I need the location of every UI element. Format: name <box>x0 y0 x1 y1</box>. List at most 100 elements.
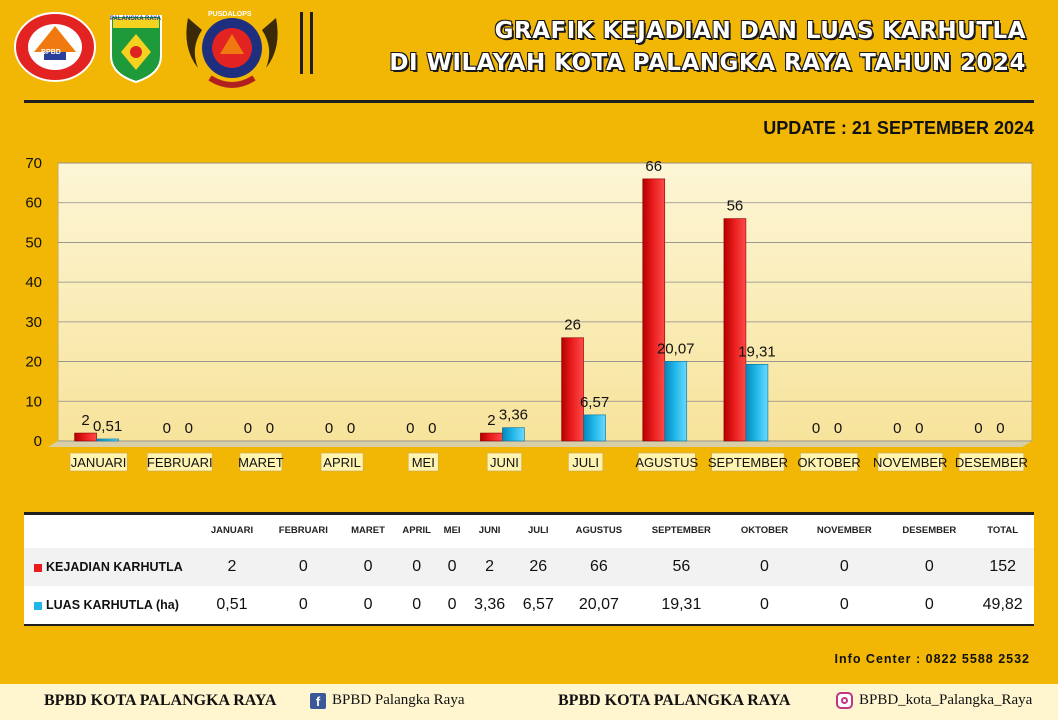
x-tick-box <box>147 452 213 472</box>
data-label-luas: 0 <box>834 420 842 437</box>
x-tick-box <box>407 452 439 472</box>
table-header-cell: NOVEMBER <box>816 524 872 536</box>
table-cell: 20,07 <box>562 586 636 624</box>
instagram-handle: BPBD_kota_Palangka_Raya <box>859 692 1033 708</box>
pusdalops-logo-label: PUSDALOPS <box>208 11 252 18</box>
instagram-icon <box>836 692 853 710</box>
table-row-label: KEJADIAN KARHUTLA <box>46 560 183 574</box>
table-row-label: LUAS KARHUTLA (ha) <box>46 598 179 612</box>
data-label-luas: 0 <box>266 420 274 437</box>
table-cell-total: 49,82 <box>971 586 1034 624</box>
info-center: Info Center : 0822 5588 2532 <box>834 652 1030 666</box>
plot-floor <box>48 441 1032 447</box>
table-cell: 0 <box>727 548 802 586</box>
table-header-cell: JUNI <box>478 524 501 536</box>
data-label-kejadian: 0 <box>812 420 820 437</box>
table-cell: 0 <box>264 586 342 624</box>
x-tick-box <box>69 452 128 472</box>
data-label-kejadian: 0 <box>974 420 982 437</box>
bpbd-logo <box>14 12 96 82</box>
y-tick-label: 30 <box>25 314 42 331</box>
x-tick-box <box>320 452 364 472</box>
bar-luas <box>502 427 525 442</box>
bar-kejadian <box>74 432 97 442</box>
table-cell: 0 <box>887 586 972 624</box>
x-tick-label: JUNI <box>490 455 519 470</box>
table-cell: 56 <box>635 548 728 586</box>
plot-area <box>57 162 1033 442</box>
table-cell: 26 <box>513 548 563 586</box>
data-label-luas: 0,51 <box>93 418 122 435</box>
table-cell-total: 152 <box>971 548 1034 586</box>
x-tick-label: JULI <box>572 455 599 470</box>
table-cell: 0 <box>801 548 888 586</box>
data-label-luas: 6,57 <box>580 394 609 411</box>
table-header-cell: TOTAL <box>987 524 1019 536</box>
table-cell: 0 <box>887 548 972 586</box>
table-row-kejadian: KEJADIAN KARHUTLA 2 0 0 0 0 2 26 66 56 0… <box>24 548 1034 586</box>
table-cell: 0,51 <box>199 586 265 624</box>
data-label-luas: 0 <box>347 420 355 437</box>
data-label-luas: 0 <box>915 420 923 437</box>
data-label-kejadian: 0 <box>244 420 252 437</box>
table-cell: 0 <box>341 586 395 624</box>
table-header-cell: AGUSTUS <box>575 524 623 536</box>
x-tick-box <box>711 452 785 472</box>
palangka-raya-logo-label: PALANGKA RAYA <box>110 16 161 22</box>
y-tick-label: 70 <box>25 155 42 172</box>
bar-kejadian <box>480 432 503 442</box>
data-label-kejadian: 0 <box>406 420 414 437</box>
y-tick-label: 40 <box>25 274 42 291</box>
table-cell: 0 <box>394 586 439 624</box>
bar-luas <box>583 414 606 442</box>
data-label-luas: 3,36 <box>499 407 528 424</box>
update-date: UPDATE : 21 SEPTEMBER 2024 <box>763 118 1034 138</box>
x-tick-label: MARET <box>238 455 284 470</box>
data-label-luas: 0 <box>185 420 193 437</box>
data-label-kejadian: 0 <box>163 420 171 437</box>
bar-luas <box>96 438 119 442</box>
palangka-raya-logo <box>110 15 162 84</box>
bar-kejadian <box>642 178 666 442</box>
x-tick-box <box>568 452 604 472</box>
header-divider-2 <box>310 12 313 74</box>
x-tick-label: DESEMBER <box>955 455 1028 470</box>
x-tick-box <box>486 452 522 472</box>
bar-luas <box>745 364 769 442</box>
footer-facebook-link[interactable]: f BPBD Palangka Raya <box>310 692 465 709</box>
header-divider-1 <box>300 12 303 74</box>
table-header-cell: MARET <box>351 524 385 536</box>
table-header-cell: JANUARI <box>210 524 254 536</box>
x-tick-box <box>239 452 283 472</box>
table-header-cell: OKTOBER <box>740 524 789 536</box>
data-label-kejadian: 66 <box>645 158 662 175</box>
x-tick-label: APRIL <box>323 455 361 470</box>
y-tick-label: 10 <box>25 393 42 410</box>
bar-luas <box>664 360 688 442</box>
x-tick-label: OKTOBER <box>797 455 860 470</box>
facebook-handle: BPBD Palangka Raya <box>332 692 465 708</box>
header-rule <box>24 100 1034 103</box>
data-label-kejadian: 0 <box>325 420 333 437</box>
x-tick-label: FEBRUARI <box>147 455 213 470</box>
data-label-luas: 19,31 <box>738 343 776 360</box>
table-cell: 6,57 <box>513 586 563 624</box>
pusdalops-logo <box>186 18 278 88</box>
footer-instagram-link[interactable]: BPBD_kota_Palangka_Raya <box>836 692 1033 710</box>
x-tick-label: SEPTEMBER <box>708 455 788 470</box>
x-tick-box <box>958 452 1025 472</box>
bar-kejadian <box>561 337 584 442</box>
data-label-luas: 20,07 <box>657 340 695 357</box>
bar-kejadian <box>723 218 747 442</box>
footer-bar <box>0 684 1058 720</box>
x-tick-label: AGUSTUS <box>635 455 698 470</box>
chart-title-line-1: GRAFIK KEJADIAN DAN LUAS KARHUTLA <box>494 18 1026 44</box>
y-tick-label: 50 <box>25 234 42 251</box>
x-tick-label: JANUARI <box>71 455 127 470</box>
table-header-cell: FEBRUARI <box>278 524 328 536</box>
table-header-cell: APRIL <box>402 524 431 536</box>
table-cell: 0 <box>727 586 802 624</box>
x-tick-label: MEI <box>412 455 435 470</box>
x-tick-box <box>637 452 696 472</box>
